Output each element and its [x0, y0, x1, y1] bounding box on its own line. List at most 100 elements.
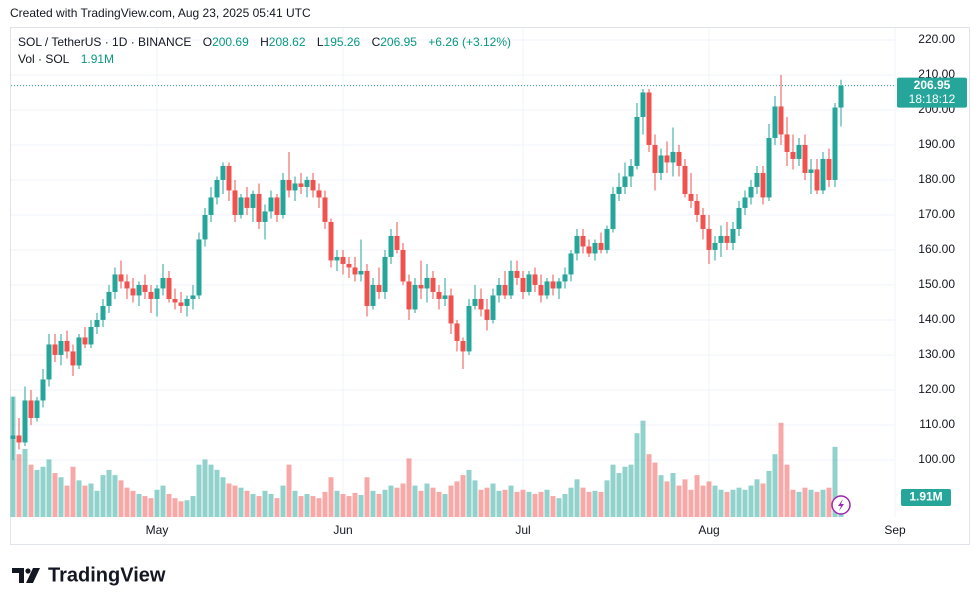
volume-bar — [76, 480, 82, 517]
candle-body — [742, 197, 748, 208]
candle-body — [388, 235, 394, 257]
chart-frame — [10, 27, 970, 545]
volume-bar — [244, 490, 250, 517]
candle-body — [508, 270, 514, 296]
volume-bar — [442, 493, 448, 517]
candle-body — [370, 284, 376, 306]
candle-body — [682, 165, 688, 194]
logo-mark — [26, 568, 40, 583]
y-tick-label: 170.00 — [918, 207, 955, 221]
ohlc-value: 206.95 — [380, 35, 417, 49]
candle-body — [808, 169, 814, 173]
candle-body — [676, 151, 682, 166]
volume-bar — [508, 485, 514, 517]
volume-bar — [256, 496, 262, 517]
volume-bar — [364, 477, 370, 517]
legend-main: SOL / TetherUS · 1D · BINANCE O200.69 H2… — [18, 35, 511, 49]
grid — [11, 28, 896, 517]
volume-bar — [70, 466, 76, 517]
volume-bar — [130, 490, 136, 517]
candle-body — [346, 263, 352, 268]
volume-bar — [40, 466, 46, 517]
candle-body — [166, 277, 172, 299]
volume-tag — [901, 489, 951, 507]
volume-bar — [538, 491, 544, 517]
candle-body — [214, 179, 220, 198]
price-tag — [897, 77, 967, 108]
volume-bar — [400, 483, 406, 517]
candle-body — [10, 435, 16, 439]
candle-body — [580, 235, 586, 247]
candle-body — [136, 284, 142, 296]
volume-bar — [208, 464, 214, 517]
volume-bar — [580, 487, 586, 517]
volume-bar — [802, 487, 808, 517]
volume-bar — [604, 480, 610, 517]
volume-bar — [136, 493, 142, 517]
candle-body — [514, 270, 520, 278]
candle-body — [88, 326, 94, 345]
volume-bar — [676, 485, 682, 517]
volume-bar — [490, 483, 496, 517]
volume-bar — [250, 493, 256, 517]
volume-value: 1.91M — [80, 52, 115, 66]
volume-bar — [634, 433, 640, 517]
volume-bar — [394, 487, 400, 517]
candle-body — [652, 144, 658, 173]
candle-body — [232, 190, 238, 215]
candle-body — [160, 277, 166, 289]
volume-bar — [532, 493, 538, 517]
candle-body — [34, 400, 40, 418]
volume-bar — [550, 496, 556, 517]
volume-bar — [622, 466, 628, 517]
candle-body — [568, 253, 574, 275]
candle-body — [418, 284, 424, 289]
candle-body — [322, 197, 328, 222]
volume-bar — [628, 464, 634, 517]
candle-body — [484, 309, 490, 320]
candle-body — [712, 242, 718, 250]
volume-bar — [658, 475, 664, 517]
candle-body — [424, 277, 430, 289]
y-tick-label: 120.00 — [918, 382, 955, 396]
candle-body — [184, 298, 190, 306]
y-tick-label: 160.00 — [918, 242, 955, 256]
candle-body — [724, 235, 730, 243]
candle-body — [250, 193, 256, 208]
candle-body — [562, 274, 568, 282]
candle-body — [640, 92, 646, 117]
candle-body — [382, 256, 388, 292]
volume-bar — [772, 454, 778, 517]
volume-bar — [322, 491, 328, 517]
volume-bar — [316, 498, 322, 517]
volume-bar — [268, 493, 274, 517]
candle-body — [604, 228, 610, 250]
y-tick-label: 140.00 — [918, 312, 955, 326]
volume-bar — [574, 479, 580, 517]
volume-bar — [124, 487, 130, 517]
volume-bar — [148, 498, 154, 517]
volume-bar — [58, 477, 64, 517]
candle-body — [622, 176, 628, 187]
candle-body — [46, 344, 52, 380]
event-icon-bolt — [838, 499, 844, 511]
volume-bar — [544, 489, 550, 517]
candle-body — [550, 281, 556, 289]
volume-bar — [610, 464, 616, 517]
candle-body — [22, 400, 28, 443]
volume-bar — [694, 475, 700, 517]
volume-bar — [598, 491, 604, 517]
candle-body — [178, 302, 184, 306]
volume-bar — [778, 422, 784, 517]
candle-body — [244, 197, 250, 208]
volume-bar — [334, 490, 340, 517]
volume-bar — [592, 490, 598, 517]
candle-body — [766, 137, 772, 198]
volume-bar — [430, 487, 436, 517]
volume-bar — [688, 489, 694, 517]
volume-bar — [298, 496, 304, 517]
x-tick-label: Jul — [515, 523, 530, 537]
volume-bar — [526, 491, 532, 517]
candle-body — [16, 435, 22, 443]
